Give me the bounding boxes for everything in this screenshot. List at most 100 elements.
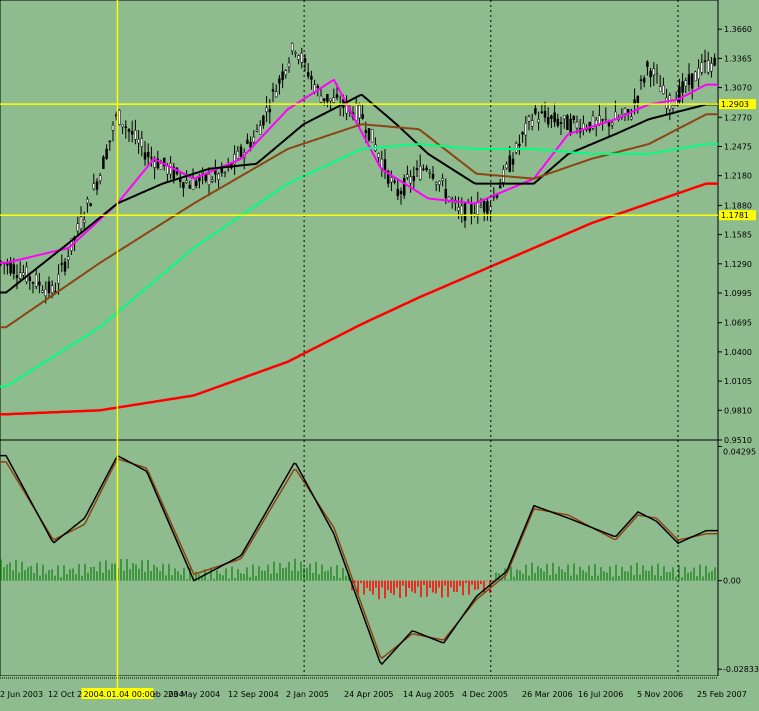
candle-body [428, 171, 432, 174]
candle-body [169, 163, 172, 175]
candle-body [319, 95, 323, 103]
candle-body [393, 180, 396, 183]
candle-body [140, 138, 144, 147]
date-tick-label: 5 Nov 2006 [637, 690, 683, 699]
candle-body [700, 62, 704, 73]
price-level-label: 1.1781 [721, 211, 749, 220]
price-panel [0, 0, 719, 441]
candle-body [623, 108, 627, 114]
candle-body [156, 158, 160, 169]
candle-body [444, 188, 448, 199]
candle-body [658, 86, 662, 92]
price-tick-label: 0.9510 [724, 436, 752, 445]
candle-body [690, 73, 694, 89]
candle-body [514, 143, 518, 153]
candle-body [534, 108, 537, 114]
candle-body [527, 116, 531, 122]
candle-body [604, 118, 608, 120]
candle-body [95, 181, 99, 190]
candle-body [409, 176, 412, 184]
candle-body [274, 91, 278, 98]
date-tick-label: 23 May 2004 [168, 690, 220, 699]
candle-body [601, 119, 604, 121]
candle-body [383, 159, 387, 172]
candle-body [271, 89, 275, 92]
candle-body [130, 131, 134, 135]
ma-line-ma_black [0, 93, 718, 294]
candle-body [438, 181, 441, 185]
candle-body [290, 43, 294, 52]
osc-tick-label: 0.04295 [723, 447, 756, 456]
candle-body [201, 171, 204, 174]
date-tick-label: 14 Aug 2005 [403, 690, 454, 699]
candle-body [610, 122, 614, 126]
date-tick-label: 12 Oct 2003 [48, 690, 97, 699]
candle-body [396, 188, 400, 197]
candle-body [524, 123, 528, 136]
candle-body [82, 219, 86, 223]
candle-body [28, 276, 32, 281]
candle-body [543, 110, 547, 118]
candle-body [470, 204, 473, 214]
candle-body [98, 175, 102, 182]
candle-body [57, 274, 60, 284]
candle-body [102, 156, 105, 169]
candle-body [207, 173, 211, 185]
ma-line-ma_red [0, 182, 718, 416]
candle-body [18, 272, 22, 279]
candle-body [450, 198, 454, 201]
candle-body [540, 111, 544, 114]
date-tick-label: 4 Dec 2005 [462, 690, 508, 699]
osc-tick-label: -0.02833 [723, 665, 759, 674]
candle-body [287, 62, 291, 67]
candle-body [508, 155, 512, 172]
candle-body [390, 177, 393, 183]
price-level-tag [719, 99, 756, 110]
candle-body [559, 122, 563, 124]
candle-body [326, 93, 329, 102]
date-tick-label: 24 Apr 2005 [344, 690, 393, 699]
candle-body [415, 168, 419, 171]
candle-body [182, 182, 185, 189]
candle-body [246, 139, 249, 144]
candle-body [678, 86, 681, 102]
candle-body [377, 153, 380, 158]
candle-body [697, 67, 700, 80]
candle-body [684, 80, 688, 87]
price-tick-label: 1.0400 [724, 348, 752, 357]
candle-body [364, 130, 368, 133]
candle-body [498, 185, 502, 189]
candle-body [89, 203, 92, 207]
candle-body [121, 124, 124, 128]
candle-body [566, 115, 569, 130]
candle-body [665, 97, 668, 109]
crosshair-overlay: 1.2903 1.1781 2004.01.04 00:00 [0, 0, 756, 699]
candle-body [361, 114, 364, 119]
candle-body [105, 148, 108, 159]
date-tick-label: 25 Feb 2007 [697, 690, 747, 699]
candle-body [572, 115, 576, 120]
candle-body [370, 129, 374, 143]
candle-body [550, 115, 553, 119]
candle-body [210, 179, 214, 182]
candle-body [108, 140, 112, 143]
date-tick-label: 22 Feb 2004 [134, 690, 184, 699]
candle-body [50, 285, 54, 294]
candle-body [134, 130, 137, 140]
candle-body [86, 198, 89, 204]
candle-body [630, 116, 633, 120]
candle-body [649, 70, 652, 78]
candle-body [278, 78, 281, 84]
candle-body [191, 178, 195, 190]
price-tick-label: 1.0695 [724, 319, 752, 328]
candle-body [412, 175, 416, 182]
candle-body [15, 275, 19, 278]
histogram [0, 558, 716, 600]
candle-body [66, 256, 70, 261]
candle-body [537, 119, 540, 123]
osc-tick-label: 0.00 [723, 577, 741, 586]
candle-body [316, 85, 320, 88]
candle-body [575, 121, 579, 129]
